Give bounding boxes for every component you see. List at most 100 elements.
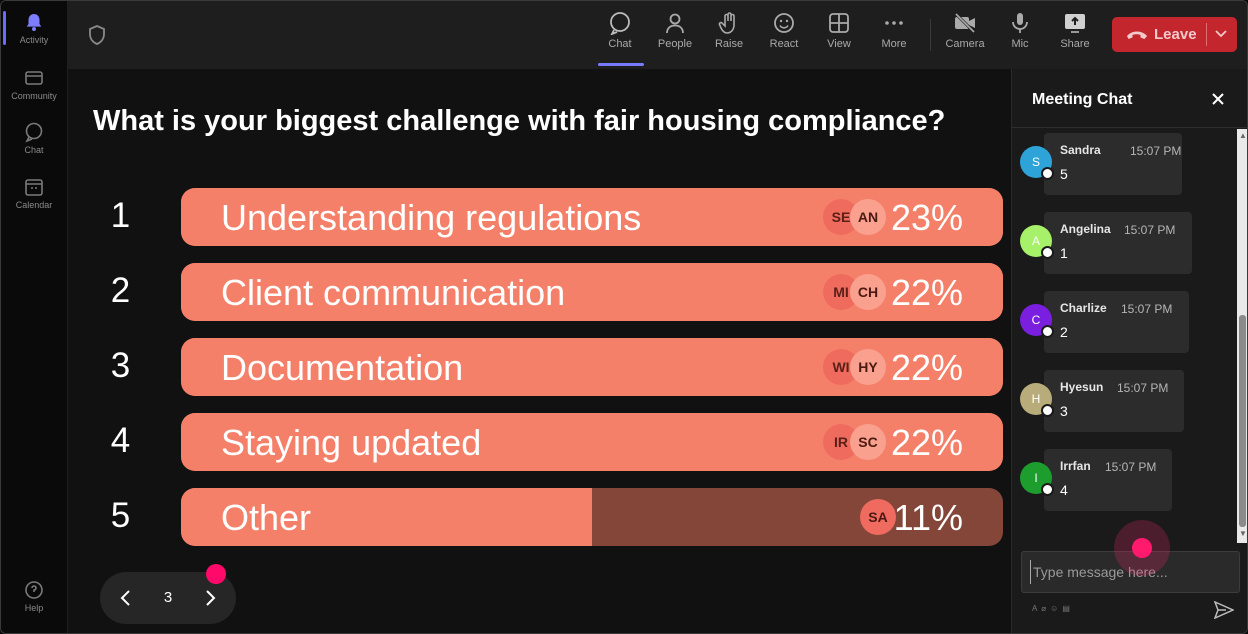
author-avatar[interactable]: S <box>1020 146 1054 180</box>
message-author: Irrfan <box>1060 459 1091 473</box>
presence-indicator <box>1041 325 1054 338</box>
gif-icon[interactable]: ▤ <box>1062 604 1074 613</box>
emoji-icon[interactable]: ☺ <box>1050 604 1063 613</box>
option-number: 4 <box>110 421 131 460</box>
chat-icon <box>610 12 630 35</box>
react-button-label: React <box>769 38 799 50</box>
rail-item-community[interactable]: Community <box>1 67 67 101</box>
mic-button-label: Mic <box>1011 38 1029 50</box>
option-percent: 22% <box>890 272 963 313</box>
hand-icon <box>718 12 735 34</box>
more-button[interactable]: More <box>868 11 920 50</box>
presence-indicator <box>1041 404 1054 417</box>
left-rail: Activity Community Chat Calendar Help <box>1 1 68 633</box>
share-button[interactable]: Share <box>1049 11 1101 50</box>
scroll-down-arrow-icon[interactable]: ▼ <box>1239 529 1247 538</box>
voter-avatar: AN <box>850 199 886 235</box>
mic-button[interactable]: Mic <box>994 11 1046 50</box>
camera-button-label: Camera <box>945 38 985 50</box>
scrollbar-thumb[interactable] <box>1239 315 1246 527</box>
more-button-label: More <box>881 38 907 50</box>
rail-active-indicator <box>3 11 6 45</box>
rail-label-chat: Chat <box>24 145 44 155</box>
rail-label-calendar: Calendar <box>15 200 53 210</box>
chevron-left-icon[interactable] <box>118 589 134 607</box>
rail-label-community: Community <box>11 91 57 101</box>
author-avatar[interactable]: H <box>1020 383 1054 417</box>
chat-message-input[interactable] <box>1030 560 1230 584</box>
people-button-label: People <box>657 38 693 50</box>
chat-icon <box>25 122 43 143</box>
option-number: 5 <box>110 496 131 535</box>
react-button[interactable]: React <box>758 11 810 50</box>
rail-item-help[interactable]: Help <box>1 579 67 613</box>
option-label: Staying updated <box>221 422 482 463</box>
author-avatar[interactable]: I <box>1020 462 1054 496</box>
shield-icon[interactable] <box>88 25 106 45</box>
chat-input-box[interactable] <box>1021 551 1240 593</box>
community-icon <box>25 71 43 85</box>
send-icon[interactable] <box>1214 601 1234 619</box>
scroll-up-arrow-icon[interactable]: ▲ <box>1239 131 1247 140</box>
rail-label-help: Help <box>24 603 44 613</box>
close-icon[interactable] <box>1210 91 1226 107</box>
poll-area: What is your biggest challenge with fair… <box>68 69 1010 633</box>
option-label: Understanding regulations <box>221 197 642 238</box>
message-timestamp: 15:07 PM <box>1121 302 1173 316</box>
share-screen-icon <box>1065 14 1085 33</box>
poll-option-bar[interactable]: Staying updated IR SC 22% <box>181 413 1003 471</box>
message-text: 2 <box>1060 324 1068 340</box>
meeting-toolbar: Chat People Raise React View More Camera <box>68 1 1247 69</box>
chevron-right-icon[interactable] <box>202 589 218 607</box>
message-author: Angelina <box>1060 222 1111 236</box>
voter-avatar: HY <box>850 349 886 385</box>
rail-label-activity: Activity <box>19 35 49 45</box>
message-timestamp: 15:07 PM <box>1117 381 1169 395</box>
message-author: Charlize <box>1060 301 1107 315</box>
chat-message: Irrfan 15:07 PM 4 <box>1044 449 1172 511</box>
chat-message: Hyesun 15:07 PM 3 <box>1044 370 1184 432</box>
raise-button-label: Raise <box>714 38 744 50</box>
poll-option-bar[interactable]: Client communication MI CH 22% <box>181 263 1003 321</box>
chat-button[interactable]: Chat <box>594 11 646 50</box>
raise-hand-button[interactable]: Raise <box>703 11 755 50</box>
option-percent: 22% <box>890 422 963 463</box>
poll-option-bar[interactable]: Other SA 11% <box>181 488 1003 546</box>
page-number: 3 <box>163 589 173 606</box>
rail-item-chat[interactable]: Chat <box>1 121 67 155</box>
leave-button[interactable]: Leave <box>1112 17 1237 52</box>
message-timestamp: 15:07 PM <box>1124 223 1176 237</box>
more-dots-icon <box>885 21 903 25</box>
poll-option-bar[interactable]: Documentation WI HY 22% <box>181 338 1003 396</box>
format-toolbar[interactable]: A⌀☺▤ <box>1032 604 1074 613</box>
chat-message: Angelina 15:07 PM 1 <box>1044 212 1192 274</box>
people-button[interactable]: People <box>649 11 701 50</box>
avatar-initial: A <box>1031 234 1040 248</box>
option-label: Documentation <box>221 347 464 388</box>
option-number: 1 <box>110 196 131 235</box>
voter-avatar: SC <box>850 424 886 460</box>
author-avatar[interactable]: A <box>1020 225 1054 259</box>
chevron-down-icon[interactable] <box>1214 27 1228 41</box>
toolbar-divider <box>930 19 931 51</box>
poll-option-bar[interactable]: Understanding regulations SE AN 23% <box>181 188 1003 246</box>
option-number: 3 <box>110 346 131 385</box>
author-avatar[interactable]: C <box>1020 304 1054 338</box>
chat-message: Sandra 15:07 PM 5 <box>1044 133 1182 195</box>
help-icon <box>25 581 43 599</box>
message-text: 5 <box>1060 166 1068 182</box>
mic-icon <box>1012 13 1028 33</box>
rail-item-calendar[interactable]: Calendar <box>1 176 67 210</box>
format-text-icon[interactable]: A <box>1032 604 1042 613</box>
presence-indicator <box>1041 167 1054 180</box>
message-timestamp: 15:07 PM <box>1105 460 1157 474</box>
camera-button[interactable]: Camera <box>939 11 991 50</box>
message-author: Hyesun <box>1060 380 1104 394</box>
attach-icon[interactable]: ⌀ <box>1041 604 1051 613</box>
poll-question: What is your biggest challenge with fair… <box>93 105 946 137</box>
view-button[interactable]: View <box>813 11 865 50</box>
chat-message: Charlize 15:07 PM 2 <box>1044 291 1189 353</box>
hang-up-icon <box>1127 31 1147 39</box>
rail-item-activity[interactable]: Activity <box>1 11 67 45</box>
